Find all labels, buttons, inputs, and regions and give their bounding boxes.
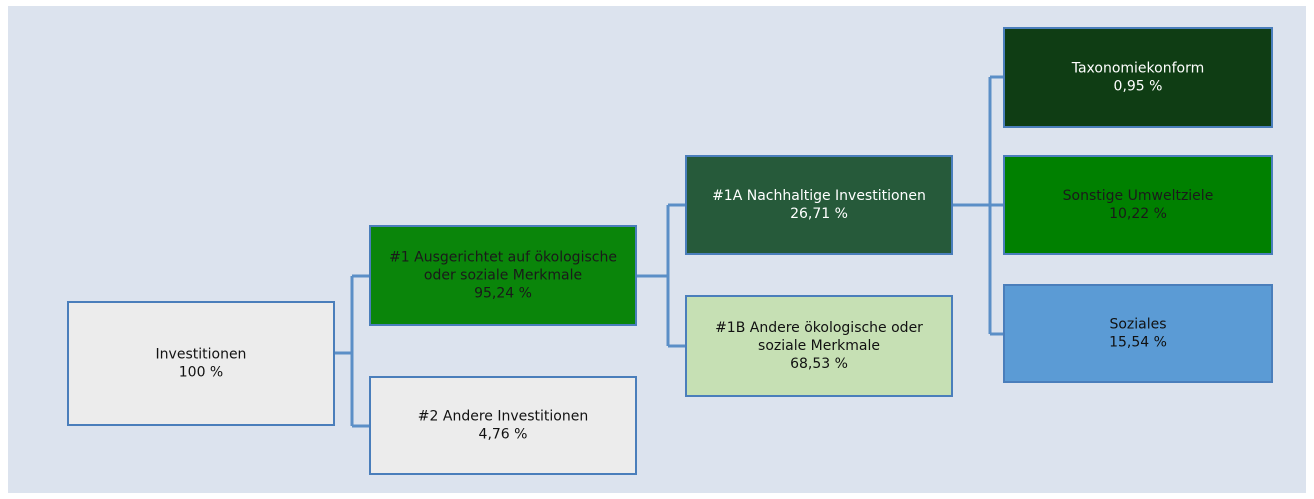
node-value: 95,24 % <box>474 286 532 302</box>
node-label: #1 Ausgerichtet auf ökologische <box>389 250 617 266</box>
node-value: 26,71 % <box>790 206 848 222</box>
node-label: Taxonomiekonform <box>1071 61 1205 77</box>
node-box <box>1003 284 1273 383</box>
node-label: soziale Merkmale <box>758 338 880 354</box>
node-label: oder soziale Merkmale <box>424 268 582 284</box>
node-label: Soziales <box>1109 317 1166 333</box>
node-box <box>685 155 953 255</box>
node-value: 68,53 % <box>790 356 848 372</box>
node-label: #2 Andere Investitionen <box>418 409 588 425</box>
node-value: 0,95 % <box>1114 79 1163 95</box>
node-value: 100 % <box>179 365 223 381</box>
connector <box>952 75 1004 336</box>
node-label: #1A Nachhaltige Investitionen <box>712 188 926 204</box>
node-label: Sonstige Umweltziele <box>1063 188 1214 204</box>
connector <box>334 274 370 428</box>
node-box <box>67 301 335 426</box>
connector <box>636 203 686 348</box>
node-value: 10,22 % <box>1109 206 1167 222</box>
node-box <box>369 376 637 475</box>
node-label: #1B Andere ökologische oder <box>715 320 923 336</box>
node-box <box>1003 27 1273 128</box>
node-value: 4,76 % <box>479 427 528 443</box>
node-value: 15,54 % <box>1109 335 1167 351</box>
node-label: Investitionen <box>156 347 247 363</box>
node-box <box>369 225 637 326</box>
node-box <box>685 295 953 397</box>
node-box <box>1003 155 1273 255</box>
